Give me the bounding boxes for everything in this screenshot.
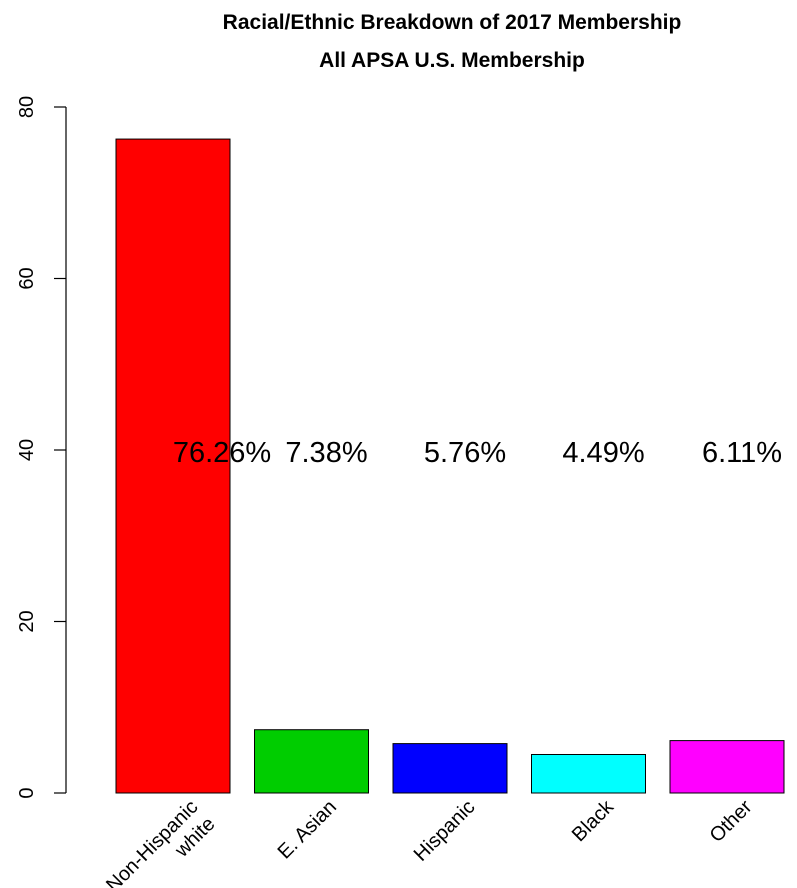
y-axis: 0 20 40 60 80 bbox=[16, 96, 67, 799]
chart-title: Racial/Ethnic Breakdown of 2017 Membersh… bbox=[223, 11, 682, 34]
y-tick-label: 80 bbox=[16, 96, 38, 118]
x-tick-label-line: E. Asian bbox=[274, 796, 341, 863]
x-axis-labels: Non-Hispanicwhite E. Asian Hispanic Black Ot… bbox=[102, 795, 757, 888]
x-tick-label-line: Hispanic bbox=[410, 796, 480, 866]
x-tick-label: Non-Hispanicwhite bbox=[102, 796, 219, 888]
x-tick-label: Hispanic bbox=[410, 796, 480, 866]
data-label: 7.38% bbox=[285, 437, 367, 469]
data-label: 76.26% bbox=[173, 437, 271, 469]
x-tick-label-line: Black bbox=[568, 795, 619, 846]
x-tick-label: E. Asian bbox=[274, 796, 341, 863]
bar bbox=[531, 753, 646, 794]
x-tick-label: Black bbox=[568, 795, 619, 846]
y-tick-label: 60 bbox=[16, 267, 38, 289]
chart-subtitle: All APSA U.S. Membership bbox=[319, 49, 585, 72]
bar bbox=[392, 743, 508, 794]
bar bbox=[254, 729, 369, 794]
x-tick-label: Other bbox=[706, 796, 757, 847]
bar bbox=[669, 740, 785, 794]
bar bbox=[115, 138, 231, 794]
y-tick-label: 0 bbox=[16, 787, 38, 798]
data-label: 6.11% bbox=[702, 437, 782, 469]
data-label: 4.49% bbox=[562, 437, 644, 469]
x-tick-label-line: Other bbox=[706, 796, 757, 847]
data-labels: 76.26% 7.38% 5.76% 4.49% 6.11% bbox=[173, 437, 782, 469]
y-tick-label: 20 bbox=[16, 610, 38, 632]
y-tick-label: 40 bbox=[16, 439, 38, 461]
data-label: 5.76% bbox=[424, 437, 506, 469]
bars bbox=[115, 138, 785, 794]
